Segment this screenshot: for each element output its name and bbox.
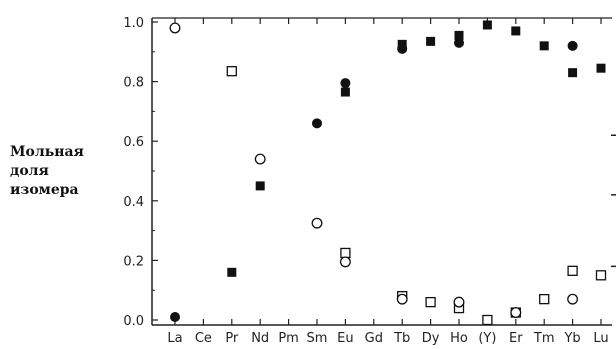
y-axis-label: Мольная доля изомера: [10, 143, 102, 200]
point-filled-square: [340, 87, 350, 97]
x-tick-label: Nd: [251, 331, 269, 346]
x-tick-label: Er: [509, 331, 523, 346]
point-filled-square: [596, 63, 606, 73]
point-open-square: [226, 66, 237, 77]
point-filled-circle: [170, 312, 180, 323]
point-open-square: [595, 270, 607, 281]
point-open-square: [539, 293, 550, 305]
x-tick-label: Ce: [195, 331, 212, 346]
point-open-circle: [169, 22, 181, 34]
point-filled-square: [454, 30, 464, 40]
x-tick-label: Yb: [563, 331, 580, 346]
point-open-circle: [567, 293, 579, 305]
point-filled-square: [511, 26, 521, 36]
point-filled-circle: [340, 78, 351, 89]
x-tick-label: Sm: [307, 331, 328, 346]
x-tick-label: (Y): [478, 331, 496, 346]
point-filled-square: [482, 20, 492, 30]
y-tick-label: 0.4: [123, 195, 144, 210]
point-filled-square: [539, 41, 549, 51]
point-filled-square: [568, 68, 578, 78]
point-filled-square: [227, 267, 237, 277]
axes: 0.0 0.2 0.4 0.6 0.8 1.0 La Ce Pr Nd Pm Sm Eu Gd Tb Dy Ho…: [123, 16, 616, 346]
point-filled-circle: [454, 37, 464, 48]
x-tick-label: Tm: [533, 331, 555, 346]
y-tick-label: 1.0: [123, 16, 144, 31]
x-tick-label: Dy: [422, 331, 440, 346]
x-tick-label: Gd: [365, 331, 383, 346]
point-filled-circle: [397, 43, 408, 54]
y-tick-label: 0.2: [123, 254, 144, 269]
y-tick-label: 0.6: [123, 135, 144, 150]
point-open-circle: [311, 217, 323, 229]
x-tick-label: La: [167, 331, 182, 346]
x-tick-label: Pr: [225, 331, 239, 346]
x-tick-label: Lu: [593, 331, 608, 346]
point-filled-circle: [567, 40, 578, 51]
point-open-square: [340, 247, 351, 259]
y-tick-label: 0.0: [123, 314, 144, 329]
x-tick-label: Ho: [450, 331, 468, 346]
point-open-circle: [254, 153, 266, 165]
x-tick-label: Pm: [278, 331, 299, 346]
y-axis-label-line-1: Мольная: [10, 144, 84, 160]
point-open-circle: [510, 307, 522, 319]
y-axis-label-line-3: изомера: [10, 182, 79, 198]
point-open-circle: [453, 296, 465, 308]
x-tick-label: Tb: [393, 331, 410, 346]
point-filled-circle: [312, 118, 322, 129]
x-tick-label: Eu: [337, 331, 353, 346]
point-open-square: [567, 265, 578, 276]
point-open-circle: [396, 293, 408, 305]
point-filled-square: [255, 181, 265, 191]
data-points: [169, 20, 607, 326]
y-tick-label: 0.8: [123, 76, 144, 91]
point-open-square: [482, 314, 493, 326]
point-filled-square: [426, 36, 436, 46]
point-open-square: [425, 296, 436, 308]
y-axis-label-line-2: доля: [10, 163, 49, 179]
point-open-circle: [339, 256, 351, 268]
